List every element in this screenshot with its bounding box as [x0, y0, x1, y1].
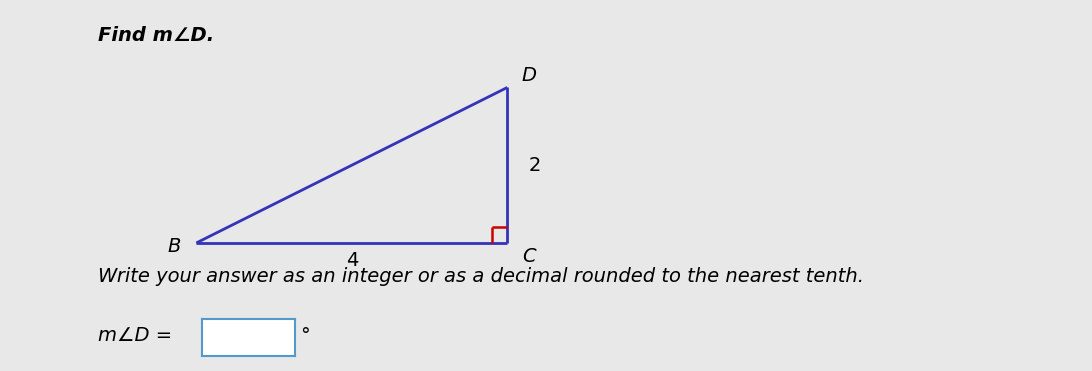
Text: D: D: [522, 66, 536, 85]
Text: Find m∠D.: Find m∠D.: [98, 26, 214, 45]
Text: B: B: [168, 237, 181, 256]
Text: C: C: [522, 247, 536, 266]
Text: 2: 2: [529, 156, 541, 175]
Text: Write your answer as an integer or as a decimal rounded to the nearest tenth.: Write your answer as an integer or as a …: [98, 267, 864, 286]
Text: °: °: [300, 326, 310, 345]
Text: m∠D =: m∠D =: [98, 326, 173, 345]
Text: 4: 4: [346, 250, 358, 269]
